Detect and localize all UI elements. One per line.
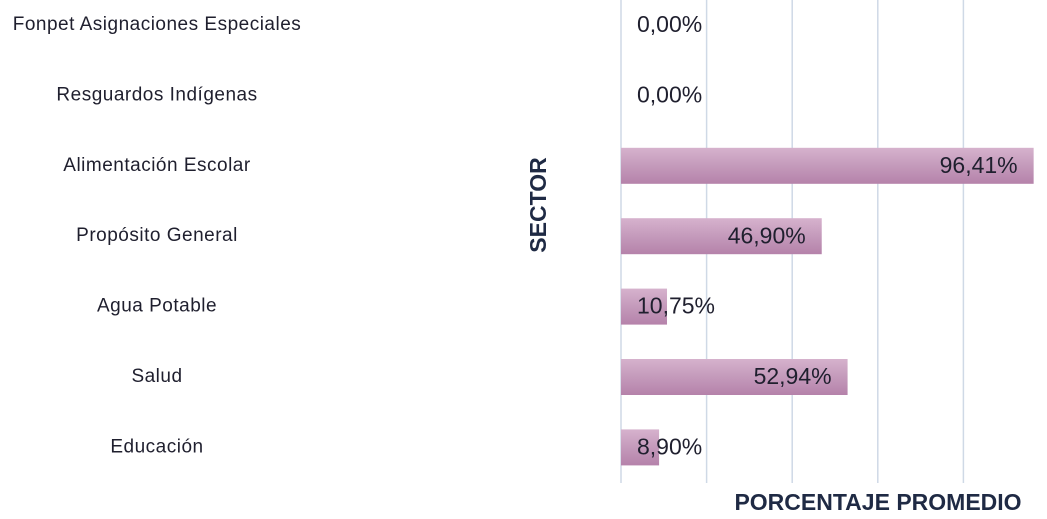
data-label: 46,90%: [728, 222, 806, 248]
bar: [621, 429, 660, 466]
data-label: 52,94%: [754, 363, 832, 389]
bar: [621, 359, 848, 395]
data-label: 0,00%: [637, 11, 702, 37]
y-tick-label: Salud: [131, 366, 182, 387]
y-tick-label: Propósito General: [76, 225, 238, 246]
data-label: 10,75%: [637, 293, 715, 319]
data-label: 0,00%: [637, 81, 702, 107]
y-tick-label: Alimentación Escolar: [63, 155, 251, 176]
bar: [621, 147, 1034, 184]
bar: [621, 288, 668, 325]
data-label: 8,90%: [637, 433, 702, 459]
data-label: 96,41%: [940, 152, 1018, 178]
bar: [621, 218, 822, 255]
y-axis-title: SECTOR: [525, 157, 551, 253]
x-axis-title: PORCENTAJE PROMEDIO: [734, 489, 1021, 515]
y-tick-label: Resguardos Indígenas: [56, 84, 257, 105]
y-tick-label: Educación: [110, 436, 203, 457]
y-tick-label: Fonpet Asignaciones Especiales: [13, 14, 302, 35]
y-tick-label: Agua Potable: [97, 296, 217, 317]
